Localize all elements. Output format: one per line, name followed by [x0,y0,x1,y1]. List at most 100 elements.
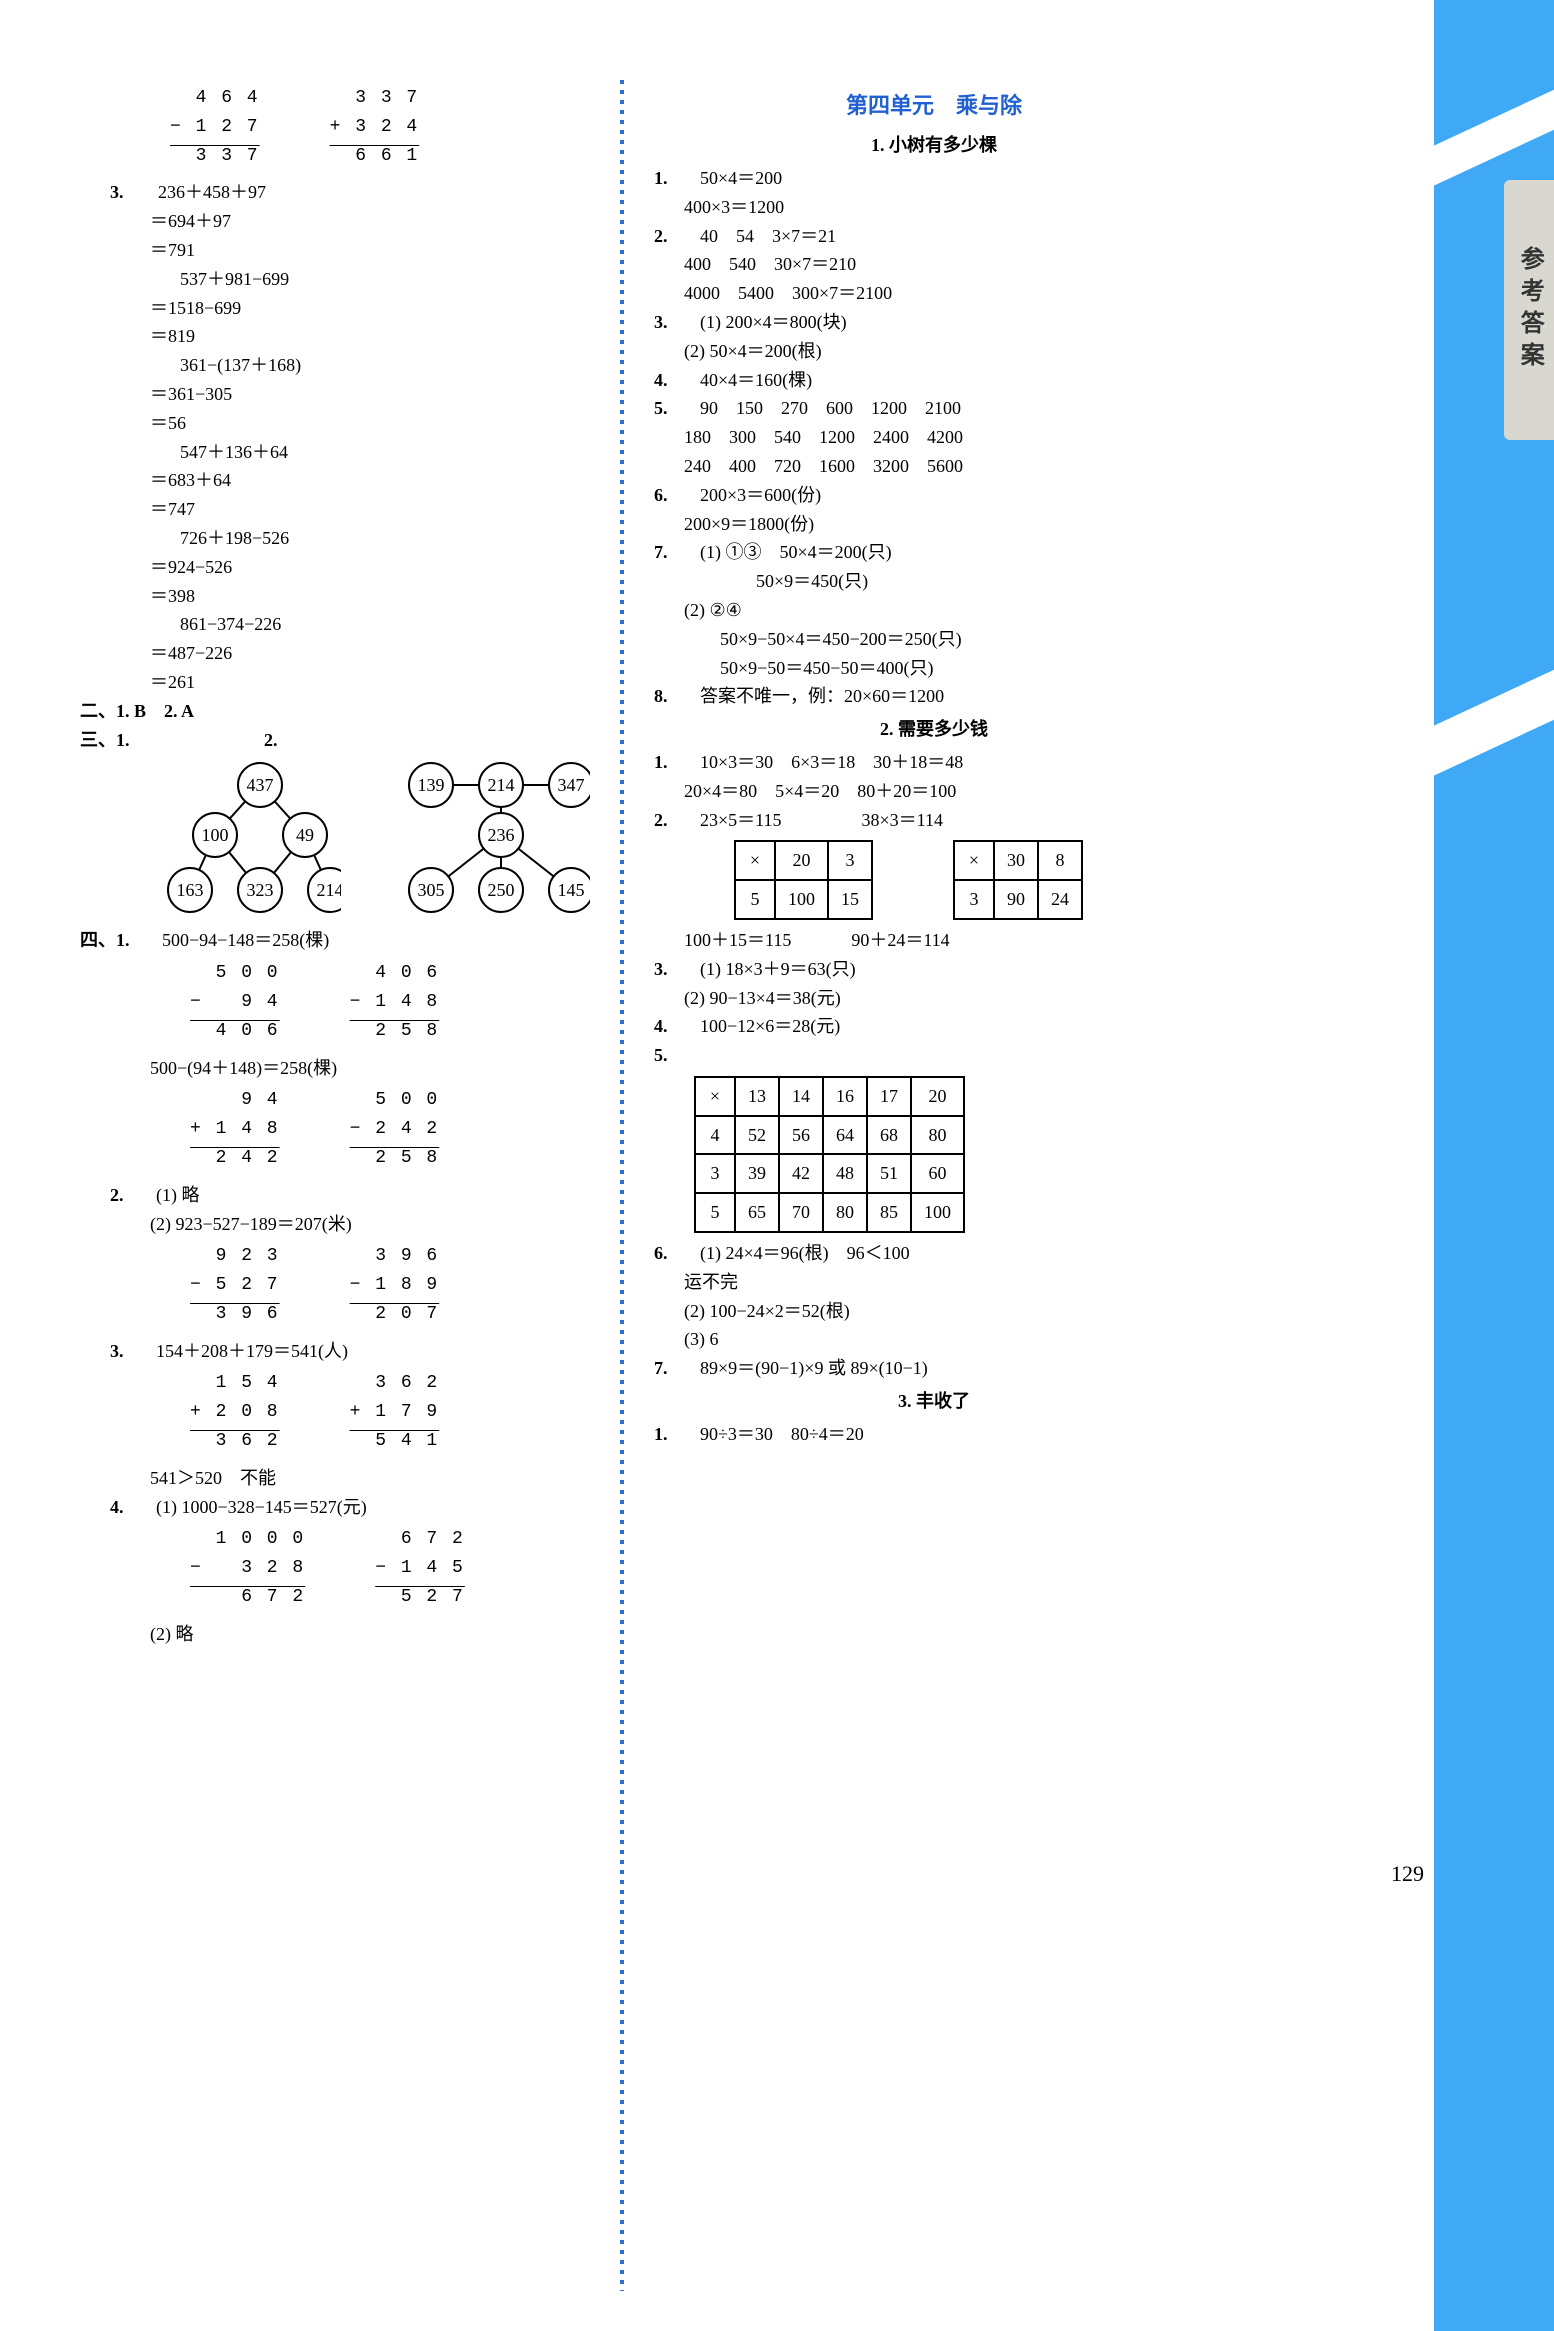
four-3-text2: 541＞520 不能 [150,1464,590,1493]
s1-line-1: 400×3＝1200 [684,193,1214,222]
side-tab: 参考答案 [1504,180,1554,440]
s1-line-4: 4000 5400 300×7＝2100 [684,279,1214,308]
s2-7: 89×9＝(90−1)×9 或 89×(10−1) [700,1358,928,1378]
table-cell: 68 [867,1116,911,1155]
s2-3b: (2) 90−13×4＝38(元) [684,984,1214,1013]
tree-1: 437 100 49 163 323 214 [160,760,341,920]
s1-line-2: 2. 40 54 3×7＝21 [654,222,1214,251]
table-cell: 60 [911,1154,964,1193]
s1-line-11: 6. 200×3＝600(份) [654,481,1214,510]
table-cell: 16 [823,1077,867,1116]
svg-text:250: 250 [487,880,514,900]
sub3-title: 3. 丰收了 [654,1387,1214,1416]
table-cell: 14 [779,1077,823,1116]
column-divider [620,80,624,2291]
s1-line-10: 240 400 720 1600 3200 5600 [684,452,1214,481]
table-cell: 3 [828,841,872,880]
table-cell: 85 [867,1193,911,1232]
table-cell: 42 [779,1154,823,1193]
s2-2c: 100＋15＝115 [684,930,791,950]
s3-1: 90÷3＝30 80÷4＝20 [700,1424,864,1444]
table-cell: 15 [828,880,872,919]
s2-2: 23×5＝115 [700,810,781,830]
q3-line-16: ＝487−226 [150,639,590,668]
table-B: ×30839024 [953,840,1083,920]
svg-text:214: 214 [317,880,341,900]
q3-line-2: ＝791 [150,236,590,265]
s2-6b: 运不完 [684,1268,1214,1297]
q3-line-3: 537＋981−699 [180,265,590,294]
vcalc-11: 1 0 0 0 − 3 2 8 6 7 2 [190,1525,305,1611]
q3-line-17: ＝261 [150,668,590,697]
s2-3: (1) 18×3＋9＝63(只) [700,959,856,979]
two-1: 1. B [116,697,146,726]
table-cell: 70 [779,1193,823,1232]
table-cell: 64 [823,1116,867,1155]
s2-2b: 38×3＝114 [861,810,942,830]
svg-text:145: 145 [557,880,584,900]
vcalc-2: 3 3 7 + 3 2 4 6 6 1 [330,84,420,170]
table-cell: 39 [735,1154,779,1193]
s2-6a: 6. [654,1239,682,1268]
q3-line-12: 726＋198−526 [180,524,590,553]
svg-text:236: 236 [487,825,514,845]
s2-6c: (2) 100−24×2＝52(根) [684,1297,1214,1326]
four-4-1: (1) 1000−328−145＝527(元) [156,1497,367,1517]
page-number: 129 [1391,1856,1424,1891]
q3-line-15: 861−374−226 [180,610,590,639]
s2-6d: (3) 6 [684,1325,1214,1354]
three-1: 1. [116,726,144,755]
table-cell: 51 [867,1154,911,1193]
vcalc-9: 1 5 4 + 2 0 8 3 6 2 [190,1369,280,1455]
sub2-title: 2. 需要多少钱 [654,715,1214,744]
vcalc-8: 3 9 6 − 1 8 9 2 0 7 [350,1242,440,1328]
svg-text:139: 139 [417,775,444,795]
sub1-title: 1. 小树有多少棵 [654,131,1214,160]
q3-line-9: 547＋136＋64 [180,438,590,467]
s1-line-7: 4. 40×4＝160(棵) [654,366,1214,395]
svg-text:347: 347 [557,775,584,795]
sec-four: 四、 [80,930,116,950]
vcalc-7: 9 2 3 − 5 2 7 3 9 6 [190,1242,280,1328]
q3-line-0: 236＋458＋97 [158,182,266,202]
vcalc-10: 3 6 2 + 1 7 9 5 4 1 [350,1369,440,1455]
q3-line-5: ＝819 [150,322,590,351]
table-A: ×203510015 [734,840,873,920]
vcalc-6: 5 0 0 − 2 4 2 2 5 8 [350,1086,440,1172]
q3-line-7: ＝361−305 [150,380,590,409]
table-cell: × [735,841,775,880]
sec-two: 二、 [80,701,116,721]
table-cell: 100 [775,880,828,919]
table-cell: 5 [735,880,775,919]
table-cell: 56 [779,1116,823,1155]
svg-text:305: 305 [417,880,444,900]
table-cell: 100 [911,1193,964,1232]
s3-1a: 1. [654,1420,682,1449]
four-4-2: (2) 略 [150,1620,590,1649]
table-cell: × [695,1077,735,1116]
s2-3a: 3. [654,955,682,984]
vcalc-3: 5 0 0 − 9 4 4 0 6 [190,959,280,1045]
q3-line-1: ＝694＋97 [150,207,590,236]
s2-2a: 2. [654,806,682,835]
s2-5a: 5. [654,1041,682,1070]
s2-6: (1) 24×4＝96(根) 96＜100 [700,1243,910,1263]
s2-4: 100−12×6＝28(元) [700,1016,840,1036]
q3-line-8: ＝56 [150,409,590,438]
s1-line-12: 200×9＝1800(份) [684,510,1214,539]
four-2: 2. [110,1181,138,1210]
table-cell: 17 [867,1077,911,1116]
table-cell: 4 [695,1116,735,1155]
s1-line-14: 50×9＝450(只) [684,567,1214,596]
s1-line-18: 8. 答案不唯一，例：20×60＝1200 [654,682,1214,711]
table-cell: 30 [994,841,1038,880]
svg-text:49: 49 [296,825,314,845]
unit-title: 第四单元 乘与除 [654,88,1214,123]
q3-line-14: ＝398 [150,582,590,611]
table-cell: 5 [695,1193,735,1232]
svg-text:437: 437 [247,775,274,795]
svg-text:214: 214 [487,775,514,795]
two-2: 2. A [164,697,194,726]
s1-line-15: (2) ②④ [684,596,1214,625]
s1-line-6: (2) 50×4＝200(根) [684,337,1214,366]
